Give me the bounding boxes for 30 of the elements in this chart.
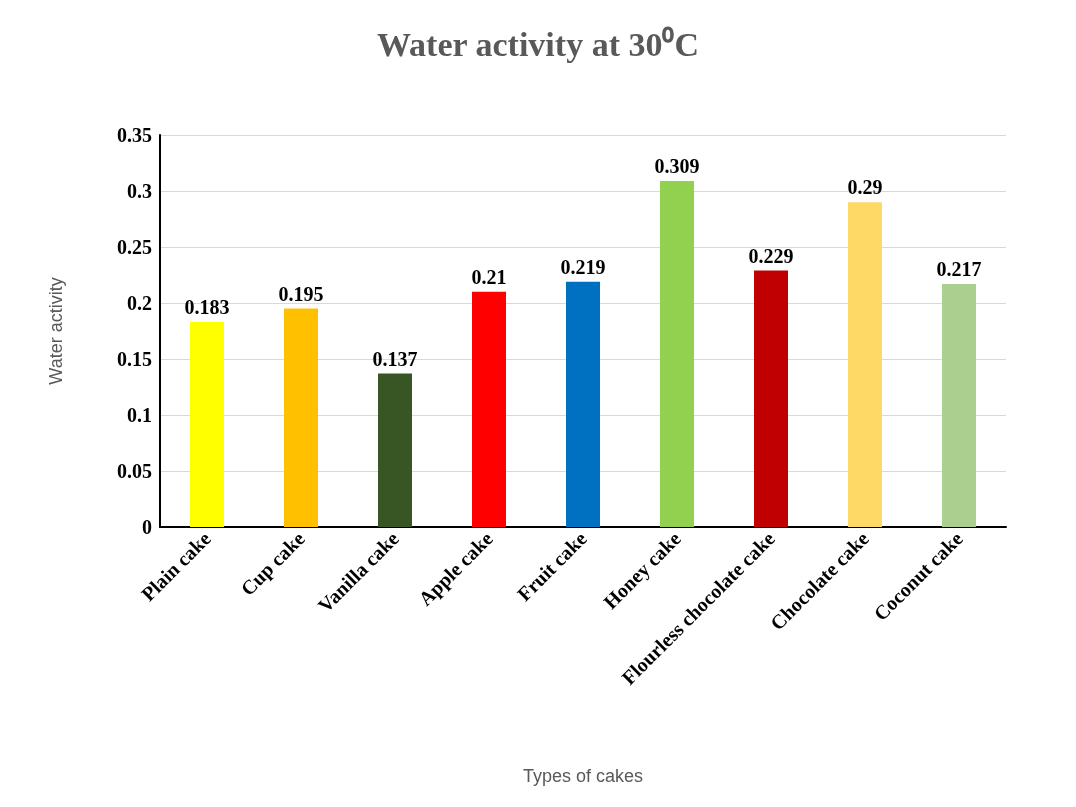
bar <box>566 281 600 527</box>
y-axis-title: Water activity <box>46 277 66 385</box>
data-label: 0.217 <box>936 257 982 280</box>
chart-title: Water activity at 30⁰C <box>376 25 700 63</box>
data-label: 0.219 <box>560 255 606 278</box>
y-tick-label: 0.35 <box>117 124 152 146</box>
y-tick-label: 0.3 <box>127 180 152 202</box>
y-tick-label: 0.2 <box>127 292 152 314</box>
bar <box>660 180 694 527</box>
data-label: 0.229 <box>748 244 794 267</box>
y-tick-label: 0.05 <box>117 460 152 482</box>
data-label: 0.137 <box>372 347 418 370</box>
bar <box>942 283 976 527</box>
data-label: 0.195 <box>278 282 324 305</box>
y-tick-label: 0.25 <box>117 236 152 258</box>
x-tick-label: Cup cake <box>236 527 310 601</box>
y-tick-label: 0.15 <box>117 348 152 370</box>
bar <box>190 322 224 527</box>
y-tick-label: 0 <box>142 516 152 538</box>
bar <box>284 308 318 527</box>
data-label: 0.29 <box>847 176 883 199</box>
x-axis-title: Types of cakes <box>522 766 644 786</box>
bar <box>472 291 506 527</box>
y-tick-label: 0.1 <box>127 404 152 426</box>
data-label: 0.21 <box>471 265 507 288</box>
bar <box>378 373 412 527</box>
data-label: 0.309 <box>654 154 700 177</box>
bar <box>848 202 882 527</box>
bar <box>754 270 788 527</box>
data-label: 0.183 <box>184 296 230 319</box>
